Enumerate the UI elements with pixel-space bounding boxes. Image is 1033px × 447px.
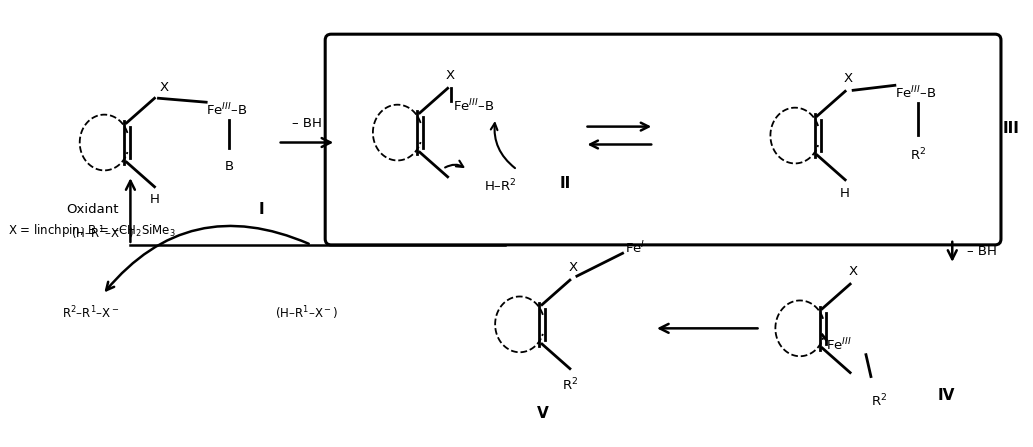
Text: R$^2$–R$^1$–X$^-$: R$^2$–R$^1$–X$^-$: [62, 304, 120, 321]
Text: R$^2$: R$^2$: [871, 392, 887, 409]
Text: H–R$^2$: H–R$^2$: [483, 178, 516, 194]
Text: R$^2$: R$^2$: [562, 376, 578, 393]
Text: H: H: [150, 193, 159, 206]
Text: Fe$^{III}$: Fe$^{III}$: [826, 337, 852, 353]
Text: (H–R$^1$–X$^-$): (H–R$^1$–X$^-$): [275, 304, 338, 322]
Text: Fe$^{III}$–B: Fe$^{III}$–B: [895, 85, 936, 101]
Text: H: H: [840, 187, 850, 200]
Text: X: X: [848, 265, 857, 278]
Text: X: X: [568, 261, 577, 274]
Text: B: B: [224, 160, 233, 173]
Text: X = linchpin; B = –CH$_2$SiMe$_3$: X = linchpin; B = –CH$_2$SiMe$_3$: [8, 222, 176, 239]
Text: – BH: – BH: [967, 245, 997, 258]
Text: R$^2$: R$^2$: [910, 147, 926, 164]
Text: (H–R$^1$–X$^-$): (H–R$^1$–X$^-$): [71, 224, 134, 241]
Text: V: V: [537, 406, 549, 421]
Text: III: III: [1002, 121, 1020, 135]
Text: I: I: [259, 202, 264, 217]
FancyBboxPatch shape: [325, 34, 1001, 245]
Text: IV: IV: [937, 388, 954, 403]
Text: Fe$^{III}$–B: Fe$^{III}$–B: [207, 102, 247, 118]
Text: II: II: [560, 176, 571, 191]
Text: Fe$^{I}$: Fe$^{I}$: [625, 240, 645, 257]
Text: X: X: [159, 81, 168, 94]
Text: – BH: – BH: [292, 117, 322, 130]
Text: Fe$^{III}$–B: Fe$^{III}$–B: [452, 98, 494, 114]
Text: X: X: [844, 72, 852, 85]
Text: Oxidant: Oxidant: [66, 202, 119, 215]
Text: X: X: [446, 69, 456, 82]
